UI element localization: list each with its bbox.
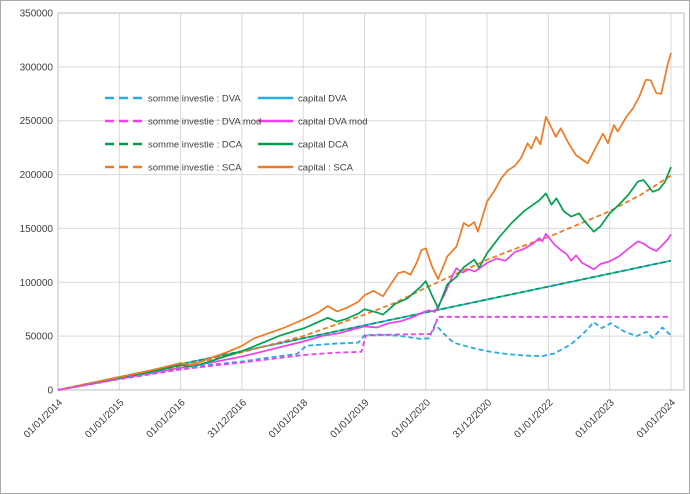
x-tick-label: 01/01/2023 — [574, 397, 617, 440]
legend-label-somme-investie-dva: somme investie : DVA — [148, 94, 241, 105]
legend-item-capital-dva: capital DVA — [258, 94, 348, 105]
legend-label-capital-dca: capital DCA — [298, 140, 349, 151]
gridlines — [57, 12, 684, 391]
x-tick-label: 01/01/2014 — [22, 397, 65, 440]
x-tick-label: 01/01/2024 — [635, 397, 678, 440]
x-tick-label: 01/01/2019 — [328, 397, 371, 440]
legend-label-capital-dva: capital DVA — [298, 94, 348, 105]
series-line-somme-investie-dva — [57, 321, 672, 391]
series-line-somme-investie-sca — [57, 174, 672, 391]
legend-label-capital-dva-mod: capital DVA mod — [298, 117, 368, 128]
legend-label-somme-investie-sca: somme investie : SCA — [148, 163, 242, 174]
x-tick-label: 31/12/2020 — [451, 397, 494, 440]
series-line-capital-dca — [57, 166, 672, 391]
x-tick-label: 01/01/2015 — [83, 397, 126, 440]
legend-item-somme-investie-dva: somme investie : DVA — [105, 94, 241, 105]
series-group — [57, 52, 672, 391]
legend: capital DVA somme investie : DCA somme inv… — [105, 94, 368, 174]
y-tick-label: 200000 — [20, 170, 54, 181]
y-axis-labels: 0 50000 100000 150000 200000 250000 300000 3500… — [20, 9, 54, 397]
y-tick-label: 250000 — [20, 116, 54, 127]
y-tick-label: 0 — [47, 386, 53, 397]
plot-border — [57, 12, 685, 391]
x-tick-label: 01/01/2020 — [390, 397, 433, 440]
legend-item-capital-dca: capital DCA — [258, 140, 349, 151]
y-tick-label: 100000 — [20, 278, 54, 289]
series-line-capital-dva-mod — [57, 232, 672, 391]
legend-item-somme-investie-sca: somme investie : SCA — [105, 163, 242, 174]
x-tick-label: 31/12/2016 — [206, 397, 249, 440]
x-axis-labels: 01/01/2014 01/01/2015 01/01/2016 31/12/2016… — [22, 397, 678, 440]
y-tick-label: 300000 — [20, 62, 54, 73]
legend-item-capital-sca: capital : SCA — [258, 163, 354, 174]
legend-label-capital-sca: capital : SCA — [298, 163, 354, 174]
y-tick-label: 350000 — [20, 9, 54, 20]
series-line-somme-investie-dva-mod — [57, 315, 671, 391]
legend-item-somme-investie-dva-mod: somme investie : DVA mod — [105, 117, 261, 128]
legend-item-somme-investie-dca: somme investie : DCA — [105, 140, 243, 151]
legend-label-somme-investie-dva-mod: somme investie : DVA mod — [148, 117, 261, 128]
y-tick-label: 50000 — [25, 332, 53, 343]
legend-item-capital-dva-mod: capital DVA mod — [258, 117, 368, 128]
y-tick-label: 150000 — [20, 224, 54, 235]
series-line-capital-sca — [57, 52, 672, 391]
x-tick-label: 01/01/2022 — [512, 397, 555, 440]
x-tick-label: 01/01/2016 — [145, 397, 188, 440]
x-tick-label: 01/01/2018 — [267, 397, 310, 440]
legend-label-somme-investie-dca: somme investie : DCA — [148, 140, 243, 151]
